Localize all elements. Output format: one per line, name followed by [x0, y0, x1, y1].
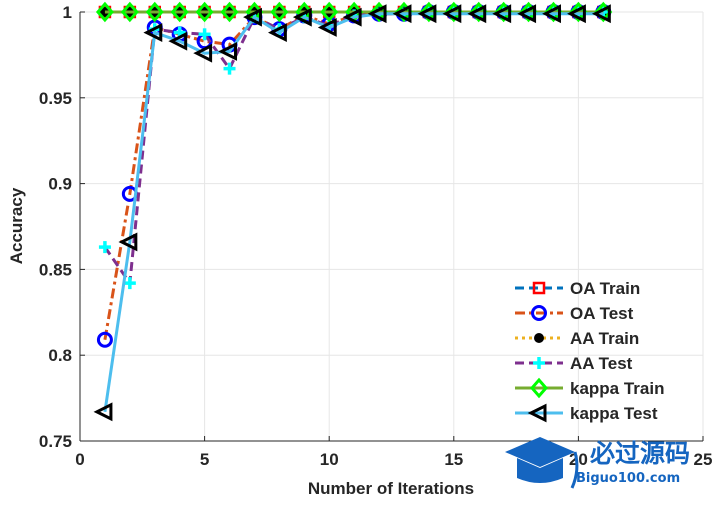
legend-label: AA Train [570, 329, 639, 348]
plot-area [80, 12, 703, 441]
data-point [317, 18, 337, 37]
y-tick-label: 0.95 [39, 89, 72, 108]
data-point [567, 4, 586, 24]
legend-entry: kappa Test [515, 403, 658, 423]
data-point [195, 1, 214, 23]
data-point [93, 402, 113, 422]
data-point [320, 1, 339, 23]
data-point [270, 1, 289, 23]
legend-marker [531, 305, 547, 321]
data-point [268, 23, 287, 43]
legend-label: kappa Test [570, 404, 658, 423]
data-point [193, 43, 213, 63]
legend-marker [530, 377, 548, 399]
data-point [542, 4, 561, 24]
data-point [96, 331, 113, 348]
legend-entry: OA Test [515, 304, 634, 323]
data-point [392, 4, 412, 24]
legend-marker [533, 357, 545, 369]
series-layer [93, 1, 613, 422]
data-point [118, 232, 138, 252]
legend-label: OA Test [570, 304, 634, 323]
y-tick-label: 0.85 [39, 260, 72, 279]
data-point [417, 4, 437, 24]
graduation-cap-icon [505, 437, 579, 489]
data-point [342, 7, 362, 27]
legend-entry: kappa Train [515, 377, 664, 399]
data-point [492, 4, 512, 24]
legend-entry: AA Train [515, 329, 639, 348]
x-tick-label: 15 [444, 450, 463, 469]
series-kappa-test [93, 4, 611, 422]
data-point [442, 4, 462, 24]
y-tick-label: 0.8 [48, 346, 72, 365]
data-point [143, 23, 163, 43]
data-point [243, 7, 262, 27]
watermark: 必过源码 Biguo100.com [505, 437, 690, 489]
watermark-subtitle: Biguo100.com [576, 471, 680, 486]
legend-entry: AA Test [515, 354, 633, 373]
legend-marker [532, 281, 546, 295]
y-tick-label: 0.9 [48, 175, 72, 194]
tick-labels: 0 5 10 15 20 25 0.75 0.8 0.85 0.9 0.95 1 [39, 3, 713, 469]
data-point [170, 1, 189, 23]
axes [79, 11, 704, 442]
data-point [223, 62, 236, 75]
data-point [220, 1, 239, 23]
legend-label: kappa Train [570, 379, 664, 398]
data-point [123, 277, 136, 290]
legend-label: OA Train [570, 279, 640, 298]
x-tick-label: 20 [569, 450, 588, 469]
legend: OA Train OA Test AA Train AA Test kappa Trai… [515, 279, 664, 423]
watermark-title: 必过源码 [590, 439, 690, 468]
legend-marker [527, 403, 547, 423]
data-point [367, 4, 387, 24]
data-point [292, 7, 312, 27]
y-tick-label: 1 [63, 3, 72, 22]
x-tick-label: 25 [694, 450, 713, 469]
data-point [517, 4, 537, 24]
grid [79, 11, 704, 442]
y-axis-label: Accuracy [7, 187, 26, 264]
data-point [95, 1, 114, 23]
legend-label: AA Test [570, 354, 633, 373]
data-point [98, 241, 111, 254]
data-point [168, 31, 188, 51]
x-tick-label: 0 [75, 450, 84, 469]
legend-marker [534, 333, 544, 343]
x-axis-label: Number of Iterations [308, 479, 474, 498]
data-point [591, 4, 611, 24]
y-tick-label: 0.75 [39, 432, 72, 451]
data-point [145, 1, 164, 23]
data-point [120, 1, 139, 23]
data-point [198, 28, 211, 41]
legend-entry: OA Train [515, 279, 640, 298]
data-point [467, 4, 487, 24]
x-tick-label: 5 [200, 450, 209, 469]
x-tick-label: 10 [320, 450, 339, 469]
data-point [218, 42, 238, 61]
